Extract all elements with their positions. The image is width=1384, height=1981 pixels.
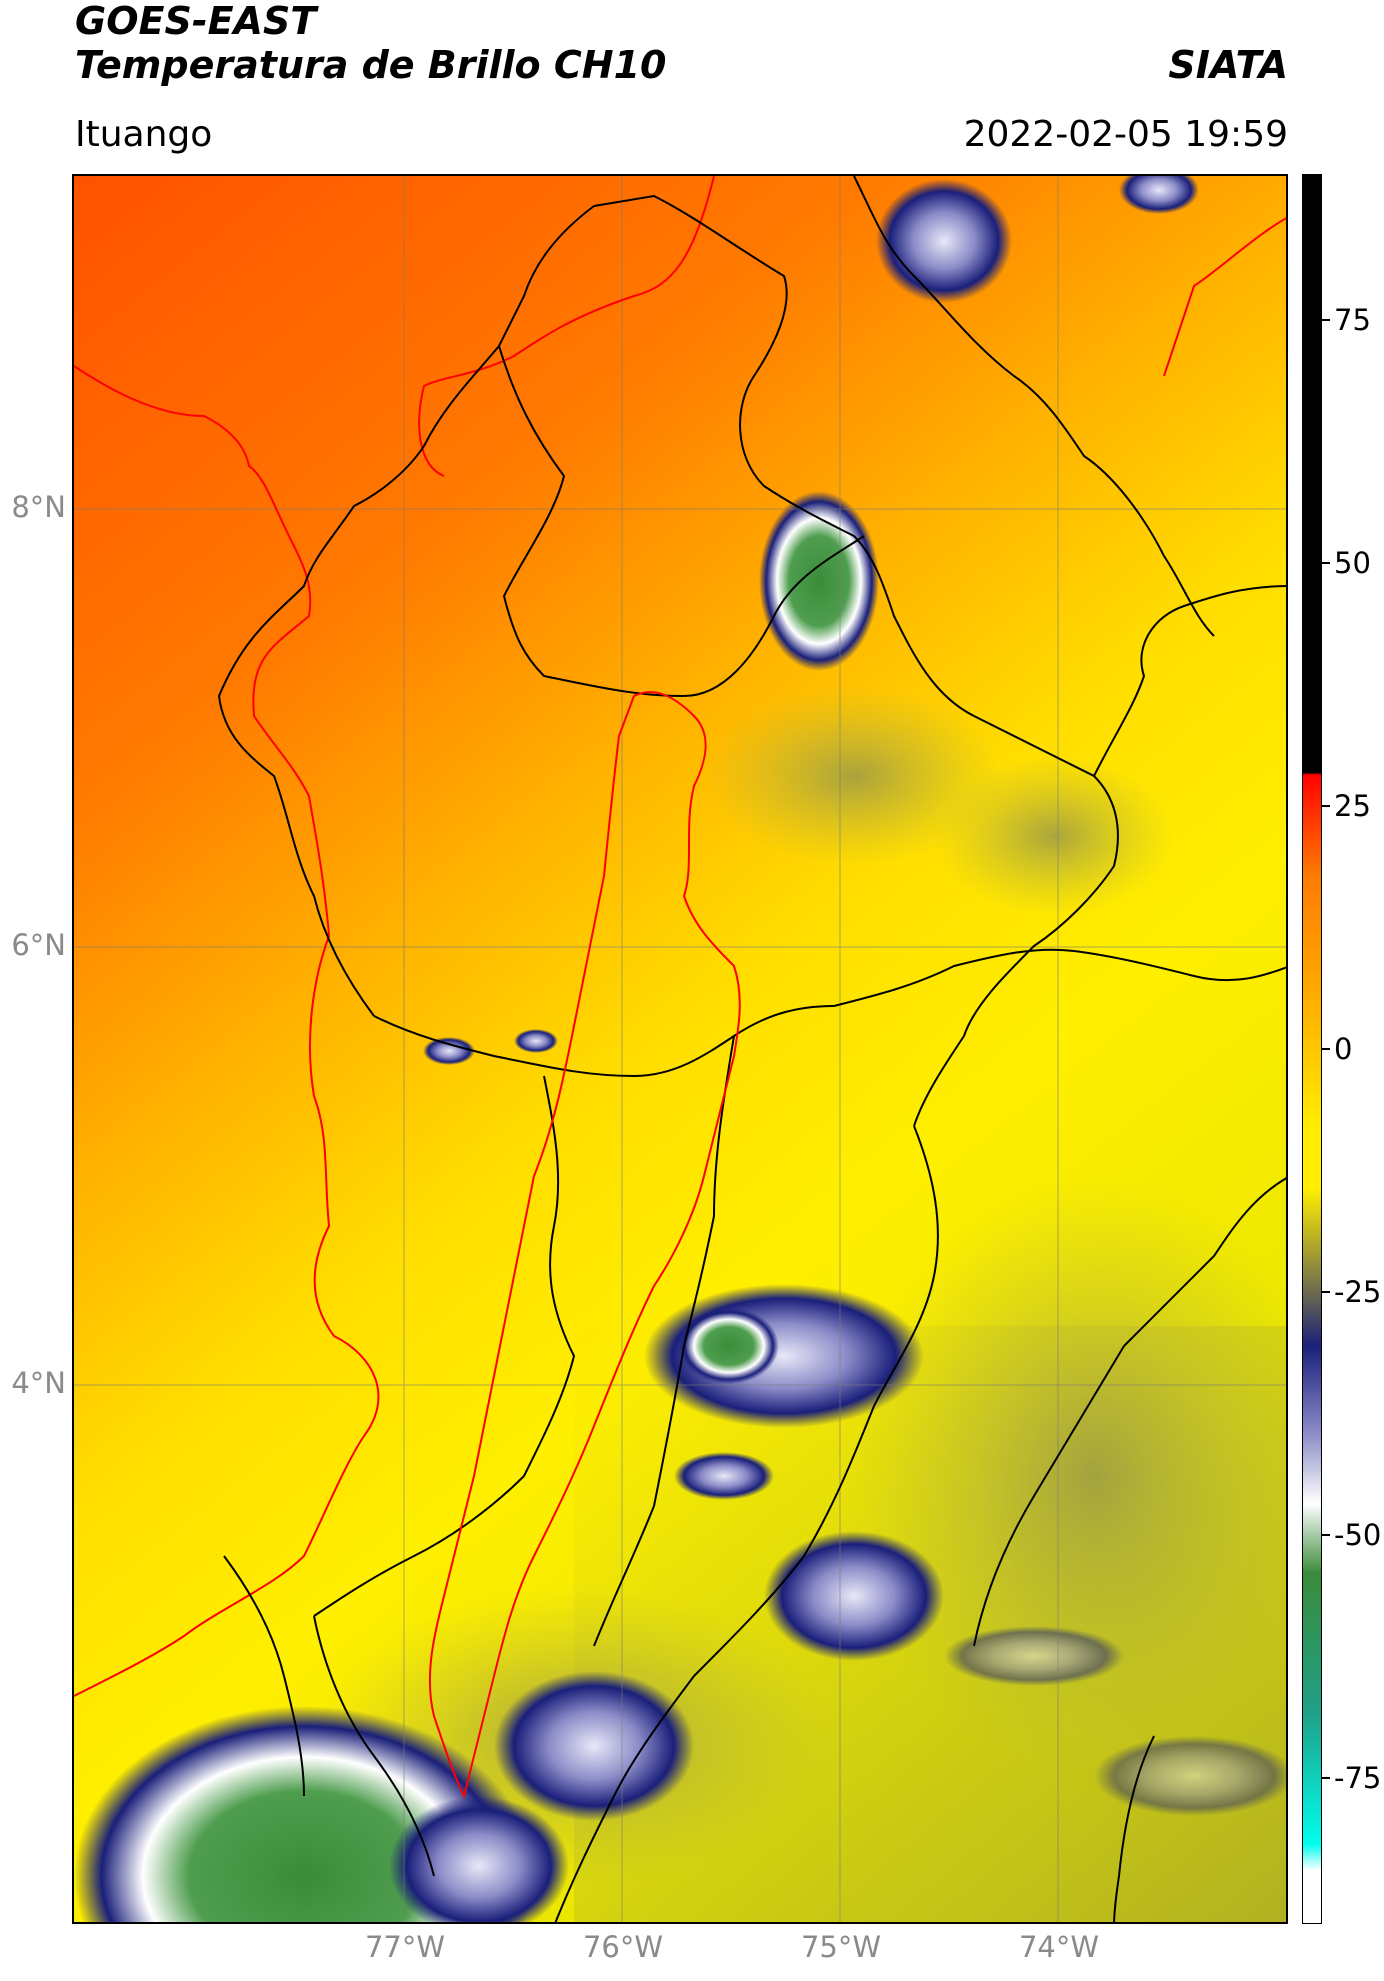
colorbar-tick	[1322, 561, 1330, 564]
cloud-south-west-2	[389, 1796, 569, 1922]
cloud-small-1	[423, 1037, 475, 1065]
olive-region-north	[704, 686, 1004, 866]
olive-region-east	[854, 1176, 1286, 1776]
cloud-core-north	[759, 491, 879, 671]
lat-label-6n: 6°N	[11, 928, 66, 962]
cloud-core-south	[494, 1671, 694, 1821]
lon-label-77w: 77°W	[364, 1930, 446, 1964]
lon-label-74w: 74°W	[1018, 1930, 1100, 1964]
colorbar-tick	[1322, 1291, 1330, 1294]
colorbar-tick-label: -75	[1334, 1761, 1382, 1796]
colorbar-tick-label: 0	[1334, 1032, 1353, 1066]
colorbar-tick-label: 50	[1334, 545, 1371, 580]
coastline-north-east	[1163, 217, 1286, 377]
lat-label-8n: 8°N	[11, 490, 66, 524]
timestamp-label: 2022-02-05 19:59	[963, 114, 1288, 155]
satellite-map[interactable]	[72, 174, 1288, 1924]
lat-label-4n: 4°N	[11, 1366, 66, 1400]
region-label: Ituango	[75, 114, 213, 155]
coastline-north	[418, 176, 715, 477]
colorbar-tick	[1322, 1534, 1330, 1537]
colorbar-gradient	[1303, 175, 1321, 1923]
colorbar-tick-label: 75	[1334, 302, 1371, 337]
cloud-green-center	[679, 1308, 779, 1384]
organization-label: SIATA	[1168, 43, 1288, 87]
colorbar-tick	[1322, 318, 1330, 321]
gridlines	[74, 176, 1286, 1922]
title-line-1: GOES-EAST	[75, 0, 317, 43]
lon-label-75w: 75°W	[800, 1930, 882, 1964]
cloud-small-2	[514, 1029, 558, 1053]
colorbar-tick-label: -50	[1334, 1518, 1382, 1553]
colorbar	[1302, 174, 1322, 1924]
lon-label-76w: 76°W	[582, 1930, 664, 1964]
ituango-basin-outline	[428, 691, 741, 1799]
colorbar-tick-label: 25	[1334, 788, 1371, 823]
colorbar-tick-label: -25	[1334, 1275, 1382, 1310]
cloud-core-south-east	[764, 1531, 944, 1661]
colorbar-tick	[1322, 1048, 1330, 1050]
olive-region-north-east	[934, 756, 1174, 916]
admin-boundaries	[217, 176, 1286, 1922]
title-line-2: Temperatura de Brillo CH10	[75, 43, 667, 87]
cloud-streak	[944, 1626, 1124, 1686]
cloud-streak-east	[1094, 1736, 1286, 1816]
colorbar-tick	[1322, 1777, 1330, 1780]
coastline	[74, 365, 380, 1697]
colorbar-tick	[1322, 804, 1330, 807]
cloud-small-3	[674, 1452, 774, 1500]
cloud-north-east	[1119, 176, 1199, 214]
cloud-north	[876, 179, 1012, 303]
